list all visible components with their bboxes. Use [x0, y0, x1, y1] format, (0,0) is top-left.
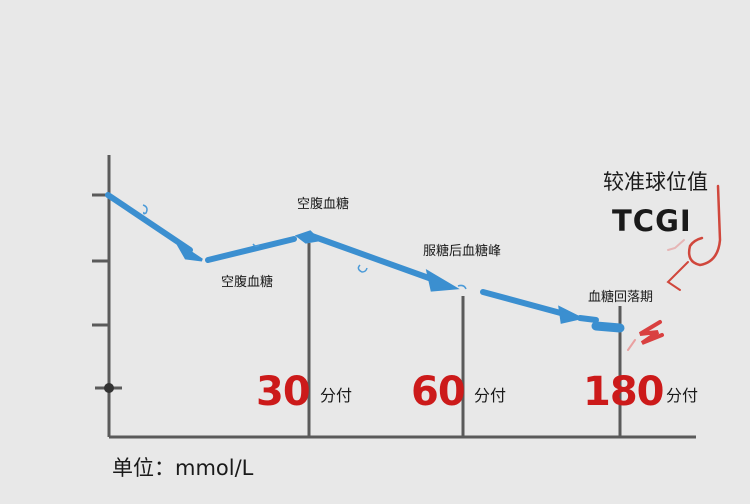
curve-squiggles	[142, 204, 467, 290]
time-30-unit: 分付	[320, 386, 353, 405]
unit-label: 单位：mmol/L	[112, 456, 254, 480]
time-180: 180	[583, 369, 664, 415]
origin-dot	[104, 383, 114, 393]
title-tcgi: TCGI	[612, 204, 692, 238]
label-fall: 血糖回落期	[588, 290, 654, 305]
time-60-unit: 分付	[474, 386, 507, 405]
time-180-unit: 分付	[666, 386, 699, 405]
label-peak: 服糖后血糖峰	[423, 244, 502, 259]
label-fasting-1: 空腹血糖	[221, 275, 274, 290]
title-chinese: 较准球位值	[603, 170, 708, 194]
glucose-curve	[105, 192, 625, 333]
label-fasting-2: 空腹血糖	[297, 197, 350, 212]
red-annotation	[627, 184, 722, 351]
time-30: 30	[256, 369, 311, 415]
time-60: 60	[411, 369, 466, 415]
